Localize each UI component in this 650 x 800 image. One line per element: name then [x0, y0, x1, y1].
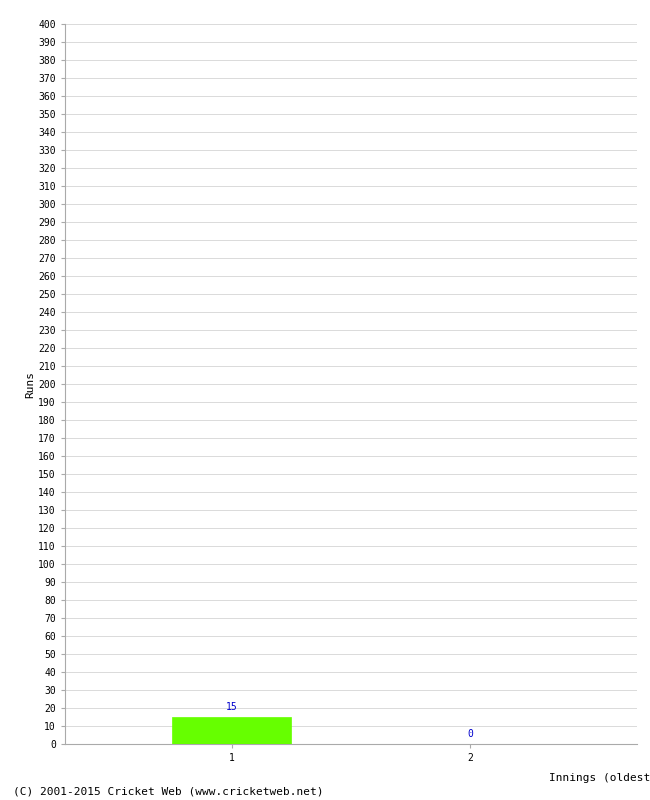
Bar: [172, 717, 291, 744]
Text: 0: 0: [467, 729, 473, 738]
Text: (C) 2001-2015 Cricket Web (www.cricketweb.net): (C) 2001-2015 Cricket Web (www.cricketwe…: [13, 786, 324, 796]
X-axis label: Innings (oldest to newest): Innings (oldest to newest): [549, 773, 650, 782]
Y-axis label: Runs: Runs: [25, 370, 36, 398]
Text: 15: 15: [226, 702, 238, 712]
